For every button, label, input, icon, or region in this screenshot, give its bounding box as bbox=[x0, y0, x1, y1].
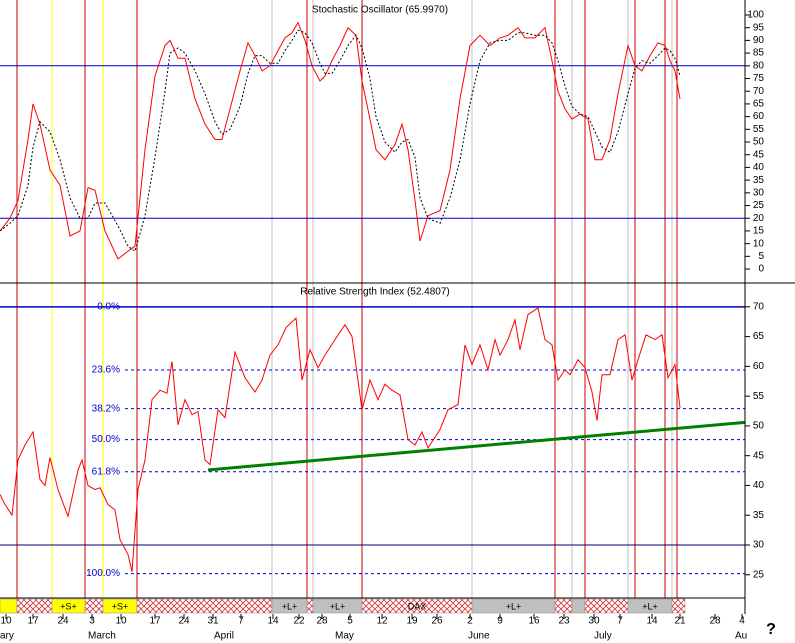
y-tick-label: 5 bbox=[758, 251, 764, 262]
x-tick-label: 4 bbox=[739, 616, 745, 627]
y-tick-label: 100 bbox=[747, 10, 764, 21]
y-tick-label: 50 bbox=[753, 137, 765, 148]
x-tick-label: 7 bbox=[238, 616, 244, 627]
x-tick-label: 10 bbox=[0, 616, 12, 627]
fib-label: 61.8% bbox=[92, 466, 120, 477]
x-tick-label: 5 bbox=[347, 616, 353, 627]
x-tick-label: 17 bbox=[27, 616, 39, 627]
y-tick-label: 65 bbox=[753, 331, 765, 342]
x-tick-label: 10 bbox=[115, 616, 127, 627]
event-label: DAX bbox=[408, 601, 427, 611]
y-tick-label: 95 bbox=[753, 22, 765, 33]
x-tick-label: 28 bbox=[709, 616, 721, 627]
event-cell bbox=[571, 598, 586, 614]
month-label: May bbox=[335, 631, 354, 642]
event-cell bbox=[16, 598, 53, 614]
y-tick-label: 10 bbox=[753, 238, 765, 249]
y-tick-label: 15 bbox=[753, 226, 765, 237]
trend-line bbox=[207, 420, 746, 472]
y-tick-label: 0 bbox=[758, 264, 764, 275]
y-tick-label: 45 bbox=[753, 149, 765, 160]
x-tick-label: 14 bbox=[267, 616, 279, 627]
y-tick-label: 25 bbox=[753, 569, 765, 580]
event-label: +L+ bbox=[330, 601, 346, 611]
y-tick-label: 35 bbox=[753, 510, 765, 521]
x-tick-label: 21 bbox=[674, 616, 686, 627]
x-tick-label: 12 bbox=[376, 616, 388, 627]
event-cell bbox=[0, 598, 18, 614]
y-tick-label: 55 bbox=[753, 391, 765, 402]
y-tick-label: 70 bbox=[753, 301, 765, 312]
x-tick-label: 22 bbox=[293, 616, 305, 627]
event-label: +L+ bbox=[282, 601, 298, 611]
y-tick-label: 35 bbox=[753, 175, 765, 186]
x-tick-label: 31 bbox=[207, 616, 219, 627]
y-tick-label: 45 bbox=[753, 450, 765, 461]
y-tick-label: 50 bbox=[753, 421, 765, 432]
x-tick-label: 28 bbox=[316, 616, 328, 627]
y-tick-label: 60 bbox=[753, 361, 765, 372]
y-tick-label: 70 bbox=[753, 86, 765, 97]
rsi-title: Relative Strength Index (52.4807) bbox=[300, 287, 450, 298]
fib-label: 0.0% bbox=[97, 301, 120, 312]
x-tick-label: 16 bbox=[528, 616, 540, 627]
month-label: April bbox=[214, 631, 234, 642]
help-icon[interactable]: ? bbox=[766, 621, 776, 638]
month-label: Au bbox=[735, 631, 747, 642]
y-tick-label: 90 bbox=[753, 35, 765, 46]
y-tick-label: 25 bbox=[753, 200, 765, 211]
event-cell bbox=[584, 598, 629, 614]
y-tick-label: 75 bbox=[753, 73, 765, 84]
y-tick-label: 40 bbox=[753, 162, 765, 173]
fib-label: 50.0% bbox=[92, 434, 120, 445]
event-label: +S+ bbox=[112, 601, 129, 611]
y-tick-label: 30 bbox=[753, 540, 765, 551]
month-label: ary bbox=[0, 631, 14, 642]
x-tick-label: 30 bbox=[588, 616, 600, 627]
series-line bbox=[0, 21, 681, 260]
y-tick-label: 85 bbox=[753, 48, 765, 59]
y-tick-label: 40 bbox=[753, 480, 765, 491]
fib-label: 100.0% bbox=[86, 568, 120, 579]
series-line bbox=[0, 307, 681, 572]
month-label: July bbox=[594, 631, 612, 642]
event-label: +L+ bbox=[506, 601, 522, 611]
event-cell bbox=[671, 598, 686, 614]
fib-label: 38.2% bbox=[92, 403, 120, 414]
x-tick-label: 3 bbox=[89, 616, 95, 627]
fib-label: 23.6% bbox=[92, 365, 120, 376]
y-tick-label: 65 bbox=[753, 99, 765, 110]
y-tick-label: 80 bbox=[753, 60, 765, 71]
series-line bbox=[0, 29, 681, 253]
x-tick-label: 9 bbox=[497, 616, 503, 627]
x-tick-label: 24 bbox=[57, 616, 69, 627]
month-label: June bbox=[468, 631, 490, 642]
x-tick-label: 14 bbox=[646, 616, 658, 627]
event-cell bbox=[84, 598, 104, 614]
x-tick-label: 24 bbox=[178, 616, 190, 627]
stochastic-title: Stochastic Oscillator (65.9970) bbox=[312, 5, 448, 16]
y-tick-label: 55 bbox=[753, 124, 765, 135]
event-cell bbox=[136, 598, 273, 614]
x-tick-label: 23 bbox=[558, 616, 570, 627]
x-tick-label: 26 bbox=[431, 616, 443, 627]
x-tick-label: 7 bbox=[617, 616, 623, 627]
x-tick-label: 19 bbox=[406, 616, 418, 627]
y-tick-label: 20 bbox=[753, 213, 765, 224]
y-tick-label: 30 bbox=[753, 187, 765, 198]
event-cell bbox=[306, 598, 314, 614]
x-tick-label: 17 bbox=[149, 616, 161, 627]
y-tick-label: 60 bbox=[753, 111, 765, 122]
event-label: +S+ bbox=[60, 601, 77, 611]
x-tick-label: 2 bbox=[467, 616, 473, 627]
month-label: March bbox=[88, 631, 116, 642]
event-cell bbox=[554, 598, 573, 614]
event-label: +L+ bbox=[642, 601, 658, 611]
